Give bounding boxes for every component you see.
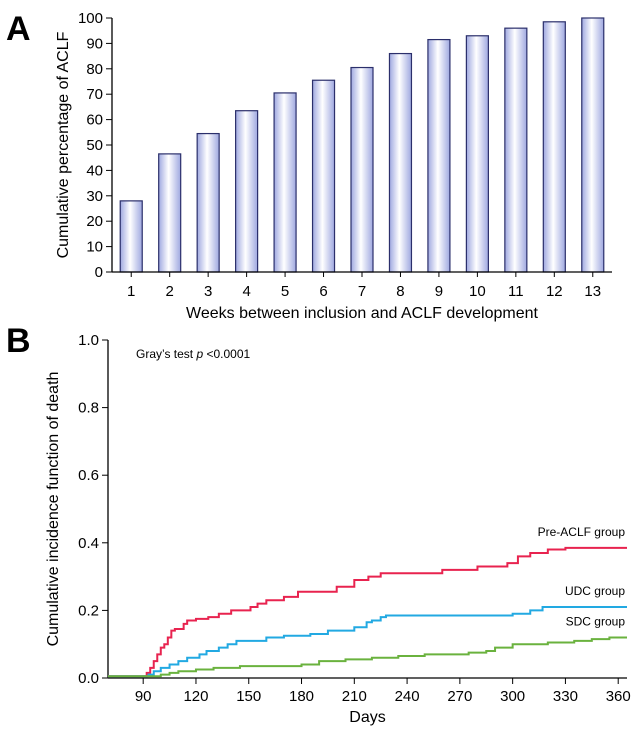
y-tick-label: 80: [86, 61, 103, 78]
y-tick-label: 0.4: [78, 535, 99, 552]
bar-week-7: [350, 66, 374, 273]
panel-letter-b: B: [6, 322, 31, 360]
bar-week-2: [158, 153, 182, 273]
x-tick-label: 1: [127, 283, 135, 300]
bar-week-8: [388, 52, 413, 273]
panel-b-lines: [108, 546, 627, 678]
x-tick-label: 120: [183, 688, 208, 705]
x-tick-label: 4: [242, 283, 250, 300]
bar-week-11: [504, 27, 528, 273]
x-tick-label: 300: [500, 688, 525, 705]
y-tick-label: 100: [78, 10, 103, 27]
series-label-pre-aclf-group: Pre-ACLF group: [538, 525, 626, 539]
x-tick-label: 2: [166, 283, 174, 300]
y-tick-label: 0.6: [78, 467, 99, 484]
y-tick-label: 30: [86, 188, 103, 205]
y-tick-label: 0.2: [78, 602, 99, 619]
panel-a-y-axis-title: Cumulative percentage of ACLF: [55, 31, 72, 258]
grays-test-annotation: Gray’s test p <0.0001: [136, 347, 251, 361]
x-tick-label: 6: [319, 283, 327, 300]
panel-a-x-axis-title: Weeks between inclusion and ACLF develop…: [186, 305, 538, 322]
y-tick-label: 40: [86, 162, 103, 179]
series-line-pre-aclf-group: [108, 546, 627, 678]
x-tick-label: 12: [546, 283, 563, 300]
series-label-udc-group: UDC group: [565, 584, 625, 598]
bar-week-9: [427, 38, 451, 273]
x-tick-label: 13: [584, 283, 601, 300]
x-tick-label: 330: [553, 688, 578, 705]
y-tick-label: 0: [95, 264, 103, 281]
y-tick-label: 90: [86, 35, 103, 52]
y-tick-label: 1.0: [78, 332, 99, 349]
series-label-sdc-group: SDC group: [566, 614, 626, 628]
panel-letter-a: A: [6, 10, 31, 48]
y-tick-label: 60: [86, 112, 103, 129]
y-tick-label: 70: [86, 86, 103, 103]
y-tick-label: 0.8: [78, 400, 99, 417]
x-tick-label: 90: [135, 688, 152, 705]
y-tick-label: 10: [86, 239, 103, 256]
bar-week-10: [465, 35, 489, 273]
x-tick-label: 360: [606, 688, 631, 705]
x-tick-label: 11: [508, 283, 524, 300]
bar-week-13: [581, 17, 605, 273]
bar-week-12: [542, 21, 566, 273]
bar-week-4: [235, 110, 259, 273]
panel-b-y-axis-title: Cumulative incidence function of death: [45, 372, 62, 647]
x-tick-label: 10: [469, 283, 486, 300]
x-tick-label: 5: [281, 283, 289, 300]
panel-b-axes: 0.0 0.2 0.4 0.6 0.8 1.0 90 120 150 180 210 240 270 30…: [78, 332, 631, 705]
x-tick-label: 9: [435, 283, 443, 300]
x-tick-label: 240: [395, 688, 420, 705]
y-tick-label: 50: [86, 137, 103, 154]
x-tick-label: 180: [289, 688, 314, 705]
panel-b-x-axis-title: Days: [349, 709, 385, 726]
x-tick-label: 8: [396, 283, 404, 300]
bar-week-1: [119, 200, 143, 273]
x-tick-label: 150: [236, 688, 261, 705]
x-tick-label: 7: [358, 283, 366, 300]
y-tick-label: 0.0: [78, 670, 99, 687]
y-tick-label: 20: [86, 213, 103, 230]
annotation-prefix: Gray’s test: [136, 347, 196, 361]
series-line-udc-group: [108, 606, 627, 678]
annotation-p: p: [195, 347, 203, 361]
x-tick-label: 270: [447, 688, 472, 705]
panel-a-bars: [119, 17, 605, 273]
x-tick-label: 210: [342, 688, 367, 705]
bar-week-6: [311, 79, 336, 273]
bar-week-3: [196, 132, 220, 273]
series-line-sdc-group: [108, 636, 627, 678]
annotation-suffix: <0.0001: [203, 347, 250, 361]
bar-week-5: [273, 92, 297, 273]
panel-b-series-labels: Pre-ACLF group UDC group SDC group: [538, 525, 626, 629]
x-tick-label: 3: [204, 283, 212, 300]
